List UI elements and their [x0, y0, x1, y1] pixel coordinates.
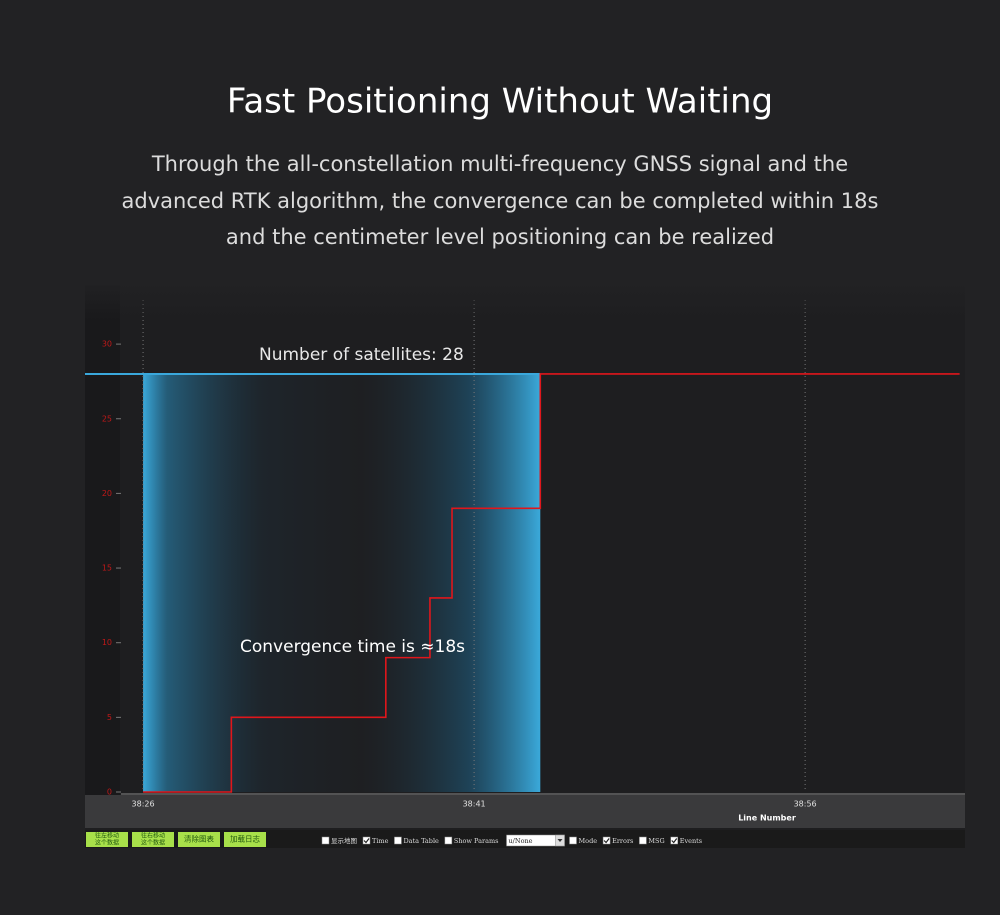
checkbox-label[interactable]: Events [680, 837, 702, 845]
subtitle-line: advanced RTK algorithm, the convergence … [122, 189, 879, 213]
x-tick-label: 38:56 [794, 800, 817, 809]
button-face[interactable] [132, 832, 174, 847]
checkbox-box[interactable] [670, 836, 678, 845]
fade [85, 280, 965, 320]
button-label[interactable]: 这个数据 [95, 839, 119, 847]
checkbox[interactable]: Errors [602, 836, 633, 845]
checkbox[interactable]: Mode [569, 836, 598, 845]
title: Fast Positioning Without Waiting [227, 82, 773, 122]
button-face[interactable] [224, 832, 266, 847]
select[interactable]: u/None [506, 834, 565, 847]
x-axis-band [85, 795, 965, 828]
checkbox[interactable]: Time [362, 836, 389, 845]
check-mark[interactable] [603, 838, 610, 844]
checkbox-label[interactable]: MSG [648, 837, 664, 845]
button-label[interactable]: 往右移动 [141, 832, 165, 840]
toolbar-button[interactable]: 加载日志 [224, 832, 266, 847]
button-label[interactable]: 加载日志 [230, 834, 260, 844]
select-label[interactable]: u/None [509, 837, 533, 845]
x-tick-label: 38:41 [463, 800, 486, 809]
checkbox-label[interactable]: Errors [612, 837, 633, 845]
button-face[interactable] [178, 832, 220, 847]
y-tick-label: 25 [102, 414, 112, 423]
checkbox-label[interactable]: Mode [579, 837, 598, 845]
checkbox[interactable]: Data Table [394, 836, 439, 845]
checkbox-box[interactable] [321, 836, 330, 845]
y-tick-label: 15 [102, 564, 112, 573]
checkbox[interactable]: Show Params [444, 836, 499, 845]
checkbox-box[interactable] [602, 836, 611, 845]
toolbar-button[interactable]: 清除图表 [178, 832, 220, 847]
y-tick-label: 0 [107, 788, 112, 797]
button-face[interactable] [86, 832, 128, 847]
highlight-band [143, 373, 541, 792]
check-mark[interactable] [363, 838, 370, 844]
button-label[interactable]: 清除图表 [184, 834, 214, 844]
x-tick-label: 38:26 [132, 800, 155, 809]
checkbox[interactable]: MSG [639, 836, 665, 845]
subtitle-line: and the centimeter level positioning can… [226, 225, 774, 249]
data-line [143, 373, 960, 793]
checkbox-label[interactable]: Time [372, 837, 389, 845]
check-mark[interactable] [671, 838, 678, 844]
checkbox[interactable]: Events [670, 836, 702, 845]
checkbox[interactable]: 显示地图 [321, 836, 357, 845]
checkbox-label[interactable]: Show Params [454, 837, 499, 845]
y-tick-label: 30 [102, 340, 112, 349]
annotation: Number of satellites: 28 [259, 345, 464, 365]
x-axis-label: Line Number [738, 814, 796, 823]
checkbox-box[interactable] [639, 836, 647, 845]
checkbox-box[interactable] [394, 836, 402, 845]
checkbox-box[interactable] [569, 836, 577, 845]
y-tick-label: 5 [107, 713, 112, 722]
button-label[interactable]: 这个数据 [141, 839, 165, 847]
annotation: Convergence time is ≈18s [240, 637, 465, 657]
y-tick-label: 20 [102, 489, 112, 498]
checkbox-label[interactable]: Data Table [403, 837, 439, 845]
checkbox-box[interactable] [362, 836, 371, 845]
checkbox-box[interactable] [444, 836, 453, 845]
y-tick-label: 10 [102, 638, 112, 647]
select-caret[interactable] [557, 839, 563, 842]
axis-strip [85, 285, 120, 795]
checkbox-label[interactable]: 显示地图 [331, 836, 357, 845]
button-label[interactable]: 往左移动 [95, 832, 119, 840]
subtitle-line: Through the all-constellation multi-freq… [151, 152, 848, 176]
